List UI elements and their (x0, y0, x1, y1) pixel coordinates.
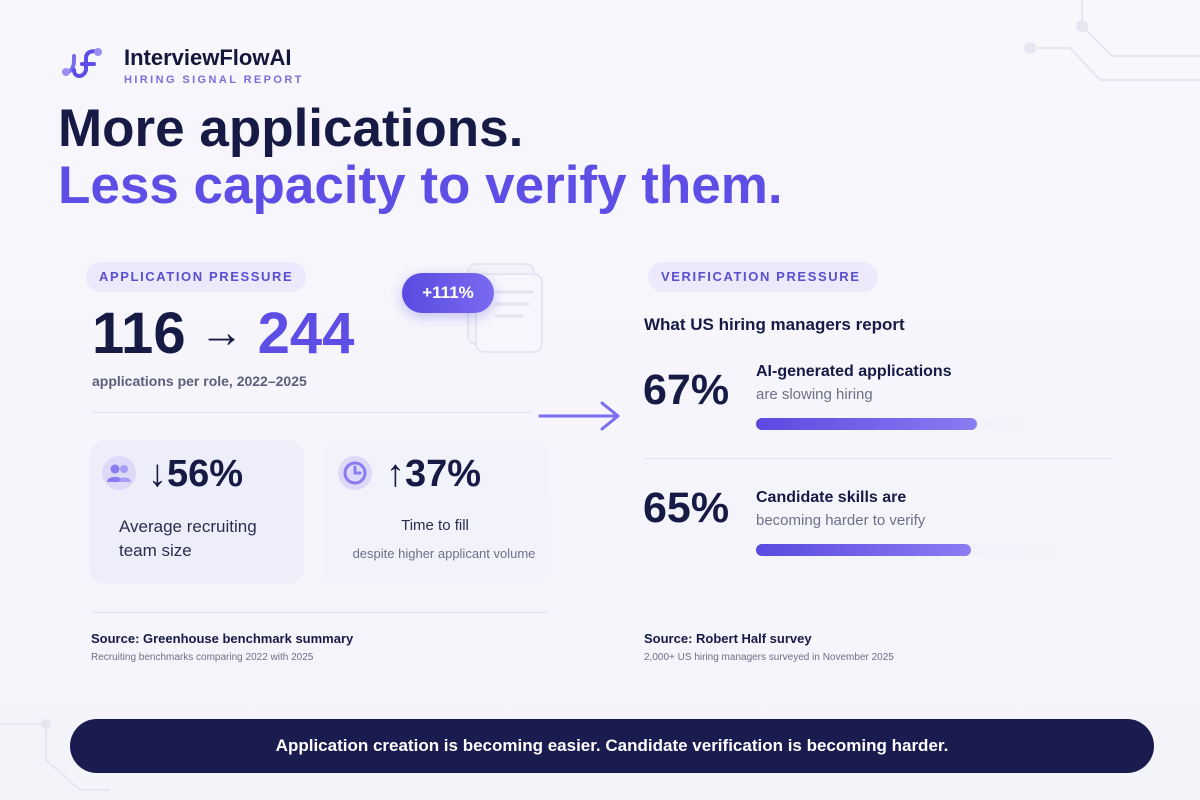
right-divider (644, 458, 1114, 459)
team-size-label: Average recruiting team size (119, 517, 257, 560)
managers-report-subhead: What US hiring managers report (644, 315, 905, 334)
increase-arrow: → (199, 308, 244, 357)
skills-verify-percent: 65% (643, 484, 730, 532)
skills-verify-title: Candidate skills are (756, 489, 907, 506)
arrow-right-icon (538, 401, 620, 431)
ai-applications-bar (756, 418, 977, 430)
applications-2022-value: 116 (92, 301, 186, 366)
ai-applications-desc: are slowing hiring (756, 386, 873, 403)
brand-subtitle: HIRING SIGNAL REPORT (124, 73, 304, 86)
brand: InterviewFlowAI HIRING SIGNAL REPORT (58, 44, 304, 88)
right-source-note: 2,000+ US hiring managers surveyed in No… (644, 652, 894, 663)
ai-applications-title: AI-generated applications (756, 363, 952, 380)
time-to-fill-label: Time to fill (401, 517, 469, 534)
headline-line-1: More applications. (58, 99, 524, 158)
time-to-fill-value: ↑37% (386, 453, 482, 495)
left-divider (92, 412, 532, 413)
left-source-note: Recruiting benchmarks comparing 2022 wit… (91, 652, 314, 663)
left-bottom-divider (92, 612, 548, 613)
ai-applications-percent: 67% (643, 366, 730, 414)
key-takeaway-banner: Application creation is becoming easier.… (70, 719, 1154, 773)
increase-badge: +111% (402, 273, 494, 313)
headline: More applications. Less capacity to veri… (58, 99, 783, 216)
brand-name: InterviewFlowAI (124, 44, 292, 70)
clock-icon (338, 456, 372, 490)
left-source-title: Source: Greenhouse benchmark summary (91, 631, 354, 646)
applications-caption: applications per role, 2022–2025 (92, 373, 307, 389)
applications-2025-value: 244 (257, 301, 355, 366)
interviewflowai-logo-icon (62, 48, 102, 78)
application-pressure-label: APPLICATION PRESSURE (86, 262, 307, 292)
skills-verify-desc: becoming harder to verify (756, 512, 926, 529)
verification-pressure-label: VERIFICATION PRESSURE (648, 262, 878, 292)
circuit-decoration-top-right (1024, 0, 1200, 81)
applications-per-role-figure: 116 → 244 (92, 300, 354, 367)
team-icon (102, 456, 136, 490)
time-to-fill-note: despite higher applicant volume (352, 546, 536, 561)
skills-verify-bar (756, 544, 971, 556)
headline-line-2: Less capacity to verify them. (58, 156, 783, 216)
skills-verify-bar-track (756, 544, 1086, 556)
team-size-value: ↓56% (148, 453, 244, 495)
ai-applications-bar-track (756, 418, 1086, 430)
right-source-title: Source: Robert Half survey (644, 631, 812, 646)
